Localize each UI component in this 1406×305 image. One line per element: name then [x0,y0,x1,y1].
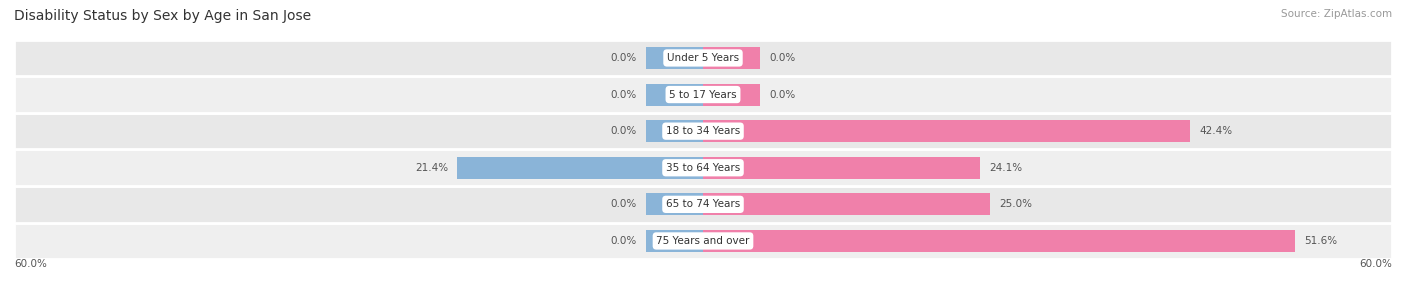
Bar [703,157,980,179]
Bar [645,120,703,142]
Bar [14,223,1392,259]
Bar [457,157,703,179]
Text: Under 5 Years: Under 5 Years [666,53,740,63]
Bar [703,120,1189,142]
Text: Source: ZipAtlas.com: Source: ZipAtlas.com [1281,9,1392,19]
Bar [645,84,703,106]
Bar [703,230,1295,252]
Text: 42.4%: 42.4% [1199,126,1232,136]
Bar [645,193,703,215]
Bar [14,40,1392,76]
Bar [703,193,990,215]
Bar [14,113,1392,149]
Text: 75 Years and over: 75 Years and over [657,236,749,246]
Text: 0.0%: 0.0% [610,126,637,136]
Text: 0.0%: 0.0% [769,90,796,99]
Text: 5 to 17 Years: 5 to 17 Years [669,90,737,99]
Bar [14,186,1392,223]
Text: 18 to 34 Years: 18 to 34 Years [666,126,740,136]
Bar [645,230,703,252]
Text: 51.6%: 51.6% [1305,236,1337,246]
Text: Disability Status by Sex by Age in San Jose: Disability Status by Sex by Age in San J… [14,9,311,23]
Bar [703,47,761,69]
Text: 60.0%: 60.0% [1360,259,1392,269]
Text: 0.0%: 0.0% [769,53,796,63]
Text: 0.0%: 0.0% [610,199,637,209]
Text: 0.0%: 0.0% [610,90,637,99]
Text: 60.0%: 60.0% [14,259,46,269]
Text: 25.0%: 25.0% [1000,199,1032,209]
Text: 21.4%: 21.4% [415,163,449,173]
Bar [14,149,1392,186]
Text: 35 to 64 Years: 35 to 64 Years [666,163,740,173]
Bar [703,84,761,106]
Text: 24.1%: 24.1% [988,163,1022,173]
Text: 0.0%: 0.0% [610,53,637,63]
Text: 65 to 74 Years: 65 to 74 Years [666,199,740,209]
Bar [645,47,703,69]
Bar [14,76,1392,113]
Text: 0.0%: 0.0% [610,236,637,246]
